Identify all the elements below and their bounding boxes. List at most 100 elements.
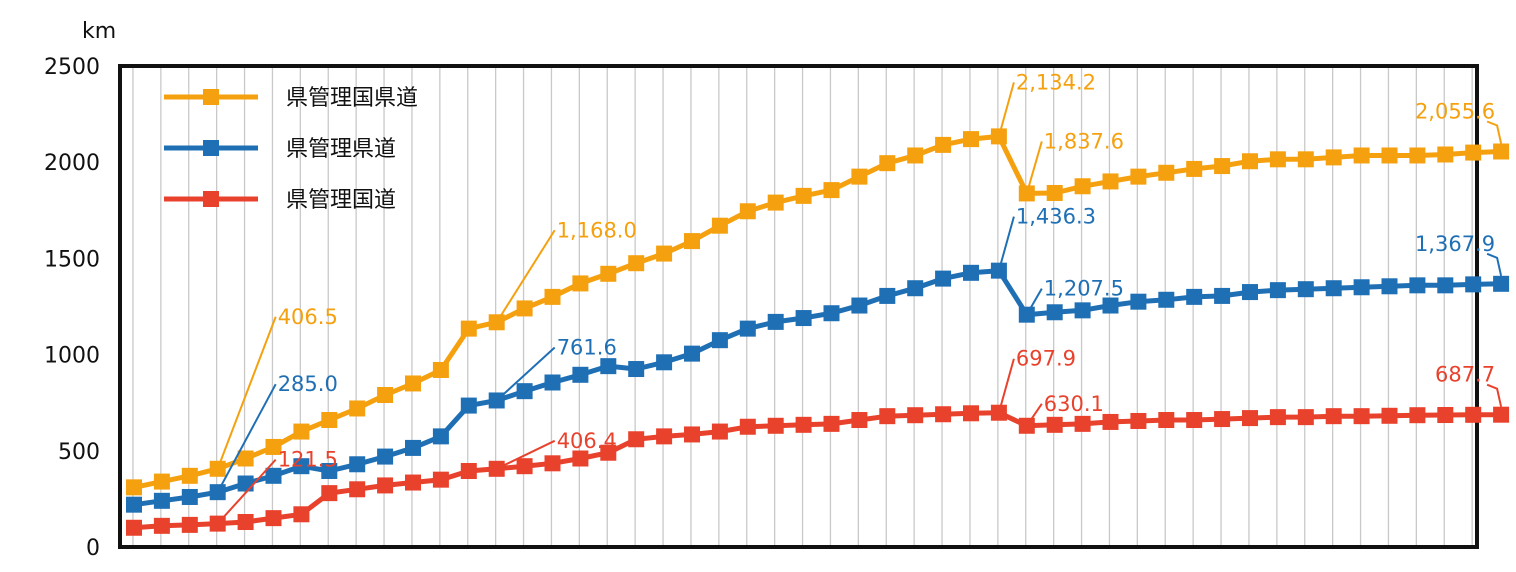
data-point bbox=[265, 438, 282, 455]
data-label: 761.6 bbox=[496, 335, 617, 402]
data-point bbox=[1158, 412, 1175, 429]
data-point bbox=[656, 245, 673, 262]
legend-label: 県管理国道 bbox=[286, 188, 396, 213]
data-point bbox=[1130, 412, 1147, 429]
data-point bbox=[1158, 164, 1175, 181]
data-point bbox=[907, 147, 924, 164]
data-point bbox=[460, 320, 477, 337]
data-point bbox=[656, 354, 673, 371]
data-label-text: 687.7 bbox=[1435, 363, 1495, 387]
leader-line bbox=[1025, 141, 1043, 194]
data-point bbox=[265, 510, 282, 527]
data-point bbox=[460, 463, 477, 480]
data-label-text: 285.0 bbox=[278, 372, 338, 396]
data-label: 121.5 bbox=[216, 448, 338, 525]
data-point bbox=[181, 488, 198, 505]
data-label-text: 1,837.6 bbox=[1044, 129, 1124, 153]
data-point bbox=[1325, 408, 1342, 425]
data-point bbox=[1325, 280, 1342, 297]
data-point bbox=[544, 374, 561, 391]
data-label: 1,207.5 bbox=[1025, 277, 1124, 316]
data-point bbox=[237, 513, 254, 530]
data-point bbox=[1186, 288, 1203, 305]
data-point bbox=[628, 255, 645, 272]
data-point bbox=[907, 407, 924, 424]
data-label: 285.0 bbox=[216, 372, 338, 493]
data-point bbox=[1409, 277, 1426, 294]
data-point bbox=[153, 473, 170, 490]
data-point bbox=[321, 412, 338, 429]
data-label: 406.4 bbox=[496, 429, 617, 470]
data-point bbox=[795, 310, 812, 327]
data-point bbox=[767, 417, 784, 434]
y-tick-label: 1000 bbox=[44, 344, 100, 369]
data-point bbox=[628, 361, 645, 378]
data-point bbox=[851, 168, 868, 185]
data-point bbox=[935, 136, 952, 153]
data-label-text: 761.6 bbox=[557, 335, 617, 359]
data-point bbox=[1046, 184, 1063, 201]
data-point bbox=[711, 332, 728, 349]
data-point bbox=[879, 155, 896, 172]
data-point bbox=[321, 463, 338, 480]
data-point bbox=[1242, 284, 1258, 301]
series-2 bbox=[126, 404, 1510, 536]
leader-line bbox=[216, 383, 277, 493]
data-point bbox=[907, 280, 924, 297]
data-point bbox=[1214, 411, 1231, 428]
leader-line bbox=[216, 458, 277, 525]
data-point bbox=[1102, 173, 1119, 190]
leader-line bbox=[216, 316, 277, 470]
data-point bbox=[1269, 282, 1286, 299]
data-point bbox=[1269, 409, 1286, 426]
data-point bbox=[1242, 410, 1258, 427]
data-point bbox=[684, 426, 700, 443]
data-point bbox=[1493, 143, 1510, 160]
data-label: 1,436.3 bbox=[997, 205, 1096, 271]
leader-line bbox=[1025, 403, 1043, 427]
y-tick-label: 0 bbox=[86, 536, 100, 561]
data-point bbox=[432, 428, 449, 445]
data-point bbox=[1102, 297, 1119, 314]
data-point bbox=[293, 458, 310, 475]
data-point bbox=[684, 345, 700, 362]
data-point bbox=[628, 431, 645, 448]
data-label: 2,055.6 bbox=[1415, 100, 1503, 144]
data-label-text: 1,436.3 bbox=[1016, 205, 1096, 229]
data-point bbox=[823, 415, 840, 432]
data-label-text: 406.4 bbox=[557, 429, 617, 453]
data-point bbox=[1074, 415, 1091, 432]
data-point bbox=[516, 458, 533, 475]
data-point bbox=[656, 428, 673, 445]
data-point bbox=[851, 297, 868, 314]
legend-swatch-marker bbox=[203, 191, 219, 207]
data-point bbox=[516, 383, 533, 400]
data-point bbox=[823, 305, 840, 322]
data-point bbox=[879, 408, 896, 425]
data-point bbox=[1465, 276, 1482, 293]
data-point bbox=[879, 287, 896, 304]
data-point bbox=[1102, 413, 1119, 430]
data-point bbox=[851, 412, 868, 429]
data-point bbox=[293, 506, 310, 523]
data-point bbox=[935, 406, 952, 423]
data-point bbox=[767, 194, 784, 211]
data-label: 630.1 bbox=[1025, 392, 1104, 427]
data-label-text: 121.5 bbox=[278, 448, 338, 472]
data-point bbox=[711, 423, 728, 440]
legend-swatch-marker bbox=[203, 140, 219, 156]
leader-line bbox=[495, 229, 556, 323]
data-point bbox=[544, 288, 561, 305]
series-line bbox=[133, 268, 1502, 508]
data-point bbox=[321, 485, 338, 502]
data-label-text: 2,134.2 bbox=[1016, 70, 1096, 94]
data-point bbox=[1409, 147, 1426, 164]
data-point bbox=[153, 492, 170, 509]
data-point bbox=[1409, 407, 1426, 424]
data-point bbox=[1186, 412, 1203, 429]
legend-item: 県管理国道 bbox=[164, 188, 396, 213]
data-point bbox=[153, 517, 170, 534]
data-labels: 406.5 285.0 121.5 1,168.0 761.6 406.4 2,134.2 1… bbox=[216, 70, 1503, 525]
data-label: 2,134.2 bbox=[997, 70, 1096, 137]
data-point bbox=[349, 481, 366, 498]
